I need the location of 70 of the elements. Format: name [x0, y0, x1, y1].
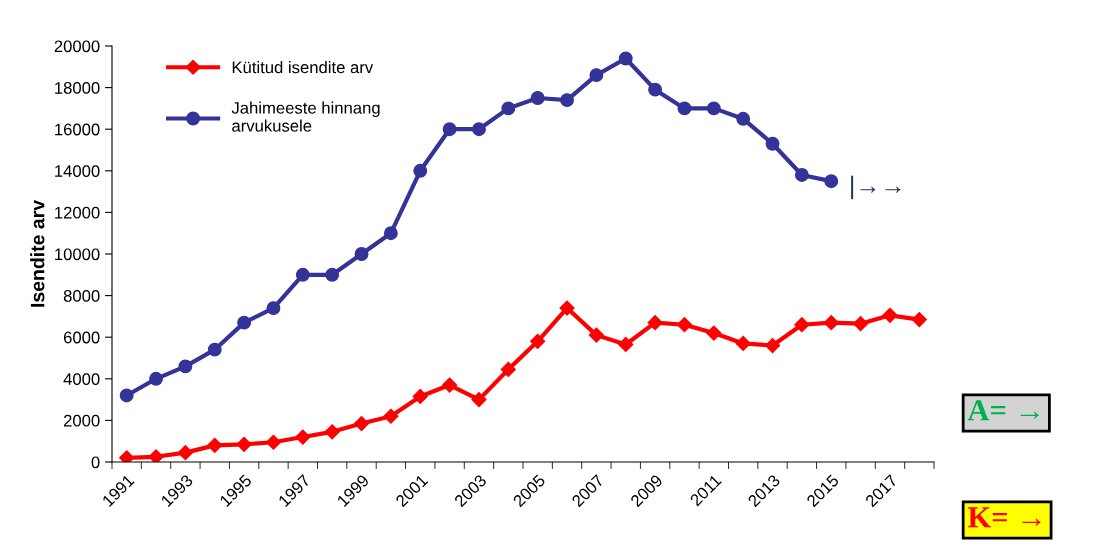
point: [149, 371, 163, 386]
point: [148, 449, 164, 462]
point: [412, 388, 428, 405]
legend-label: Kütitud isendite arv: [232, 61, 374, 74]
point: [266, 301, 281, 316]
point: [588, 327, 604, 343]
point: [265, 434, 282, 450]
point: [471, 392, 487, 408]
point: [706, 101, 721, 116]
y-tick-label: 10000: [55, 248, 100, 261]
point: [618, 336, 634, 353]
point: [413, 163, 428, 178]
text: K= →: [967, 507, 1041, 528]
point: [676, 317, 693, 333]
point: [207, 342, 222, 357]
point: [236, 436, 252, 452]
point: [207, 437, 223, 453]
point: [177, 445, 193, 461]
y-tick-label: 12000: [55, 206, 100, 219]
point: [353, 415, 370, 432]
point: [765, 136, 780, 151]
text: A= →: [967, 400, 1039, 421]
y-tick-label: 4000: [63, 373, 100, 385]
point: [911, 311, 927, 328]
point: [472, 122, 486, 137]
point: [677, 101, 692, 116]
point: [383, 408, 399, 424]
point: [237, 315, 252, 330]
point: [647, 315, 663, 331]
point: [794, 168, 809, 182]
point: [559, 300, 575, 316]
point: [589, 68, 604, 83]
point: [442, 377, 458, 393]
point: [823, 315, 839, 331]
point: [295, 429, 311, 445]
point: [442, 122, 457, 137]
point: [500, 361, 516, 378]
legend-label: Jahimeeste hinnang arvukusele: [231, 101, 380, 132]
point: [383, 226, 398, 241]
point: [530, 91, 545, 105]
point: [736, 111, 751, 126]
point: [824, 174, 839, 189]
y-tick-label: 18000: [55, 82, 100, 94]
y-tick-label: 16000: [55, 123, 100, 136]
point: [794, 317, 810, 333]
point: [119, 388, 134, 403]
point: [560, 93, 574, 108]
point: [530, 333, 546, 349]
point: [648, 82, 663, 97]
y-tick-label: 2000: [63, 414, 100, 427]
point: [295, 267, 310, 282]
point: [119, 450, 135, 462]
point: [706, 325, 722, 341]
point: [325, 267, 340, 282]
point: [501, 101, 516, 116]
point: [354, 247, 369, 261]
point: [178, 359, 193, 374]
y-tick-label: 6000: [63, 331, 100, 344]
point: [882, 307, 898, 323]
point: [324, 424, 340, 440]
y-tick-label: 8000: [63, 290, 100, 302]
point: [853, 316, 869, 332]
y-tick-label: 14000: [55, 165, 100, 177]
y-axis-title: Isendite arv: [30, 200, 45, 307]
point: [735, 335, 751, 352]
annotation: |→→: [851, 175, 901, 200]
point: [618, 51, 633, 66]
point: [764, 337, 781, 354]
y-tick-label: 0: [91, 456, 100, 469]
y-tick-label: 20000: [54, 40, 100, 53]
